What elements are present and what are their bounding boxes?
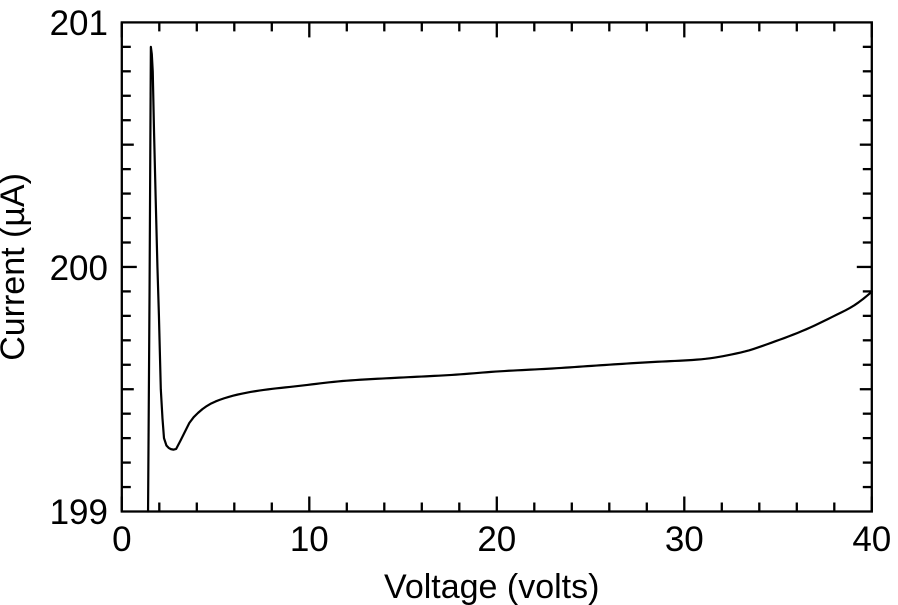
svg-text:0: 0 xyxy=(112,520,131,559)
svg-text:30: 30 xyxy=(665,520,704,559)
svg-text:201: 201 xyxy=(50,4,108,43)
svg-text:199: 199 xyxy=(50,493,108,532)
svg-text:Current (µA): Current (µA) xyxy=(0,173,32,361)
svg-text:10: 10 xyxy=(290,520,329,559)
svg-text:20: 20 xyxy=(477,520,516,559)
svg-text:200: 200 xyxy=(50,249,108,288)
svg-text:Voltage (volts): Voltage (volts) xyxy=(384,568,599,605)
svg-text:40: 40 xyxy=(852,520,891,559)
